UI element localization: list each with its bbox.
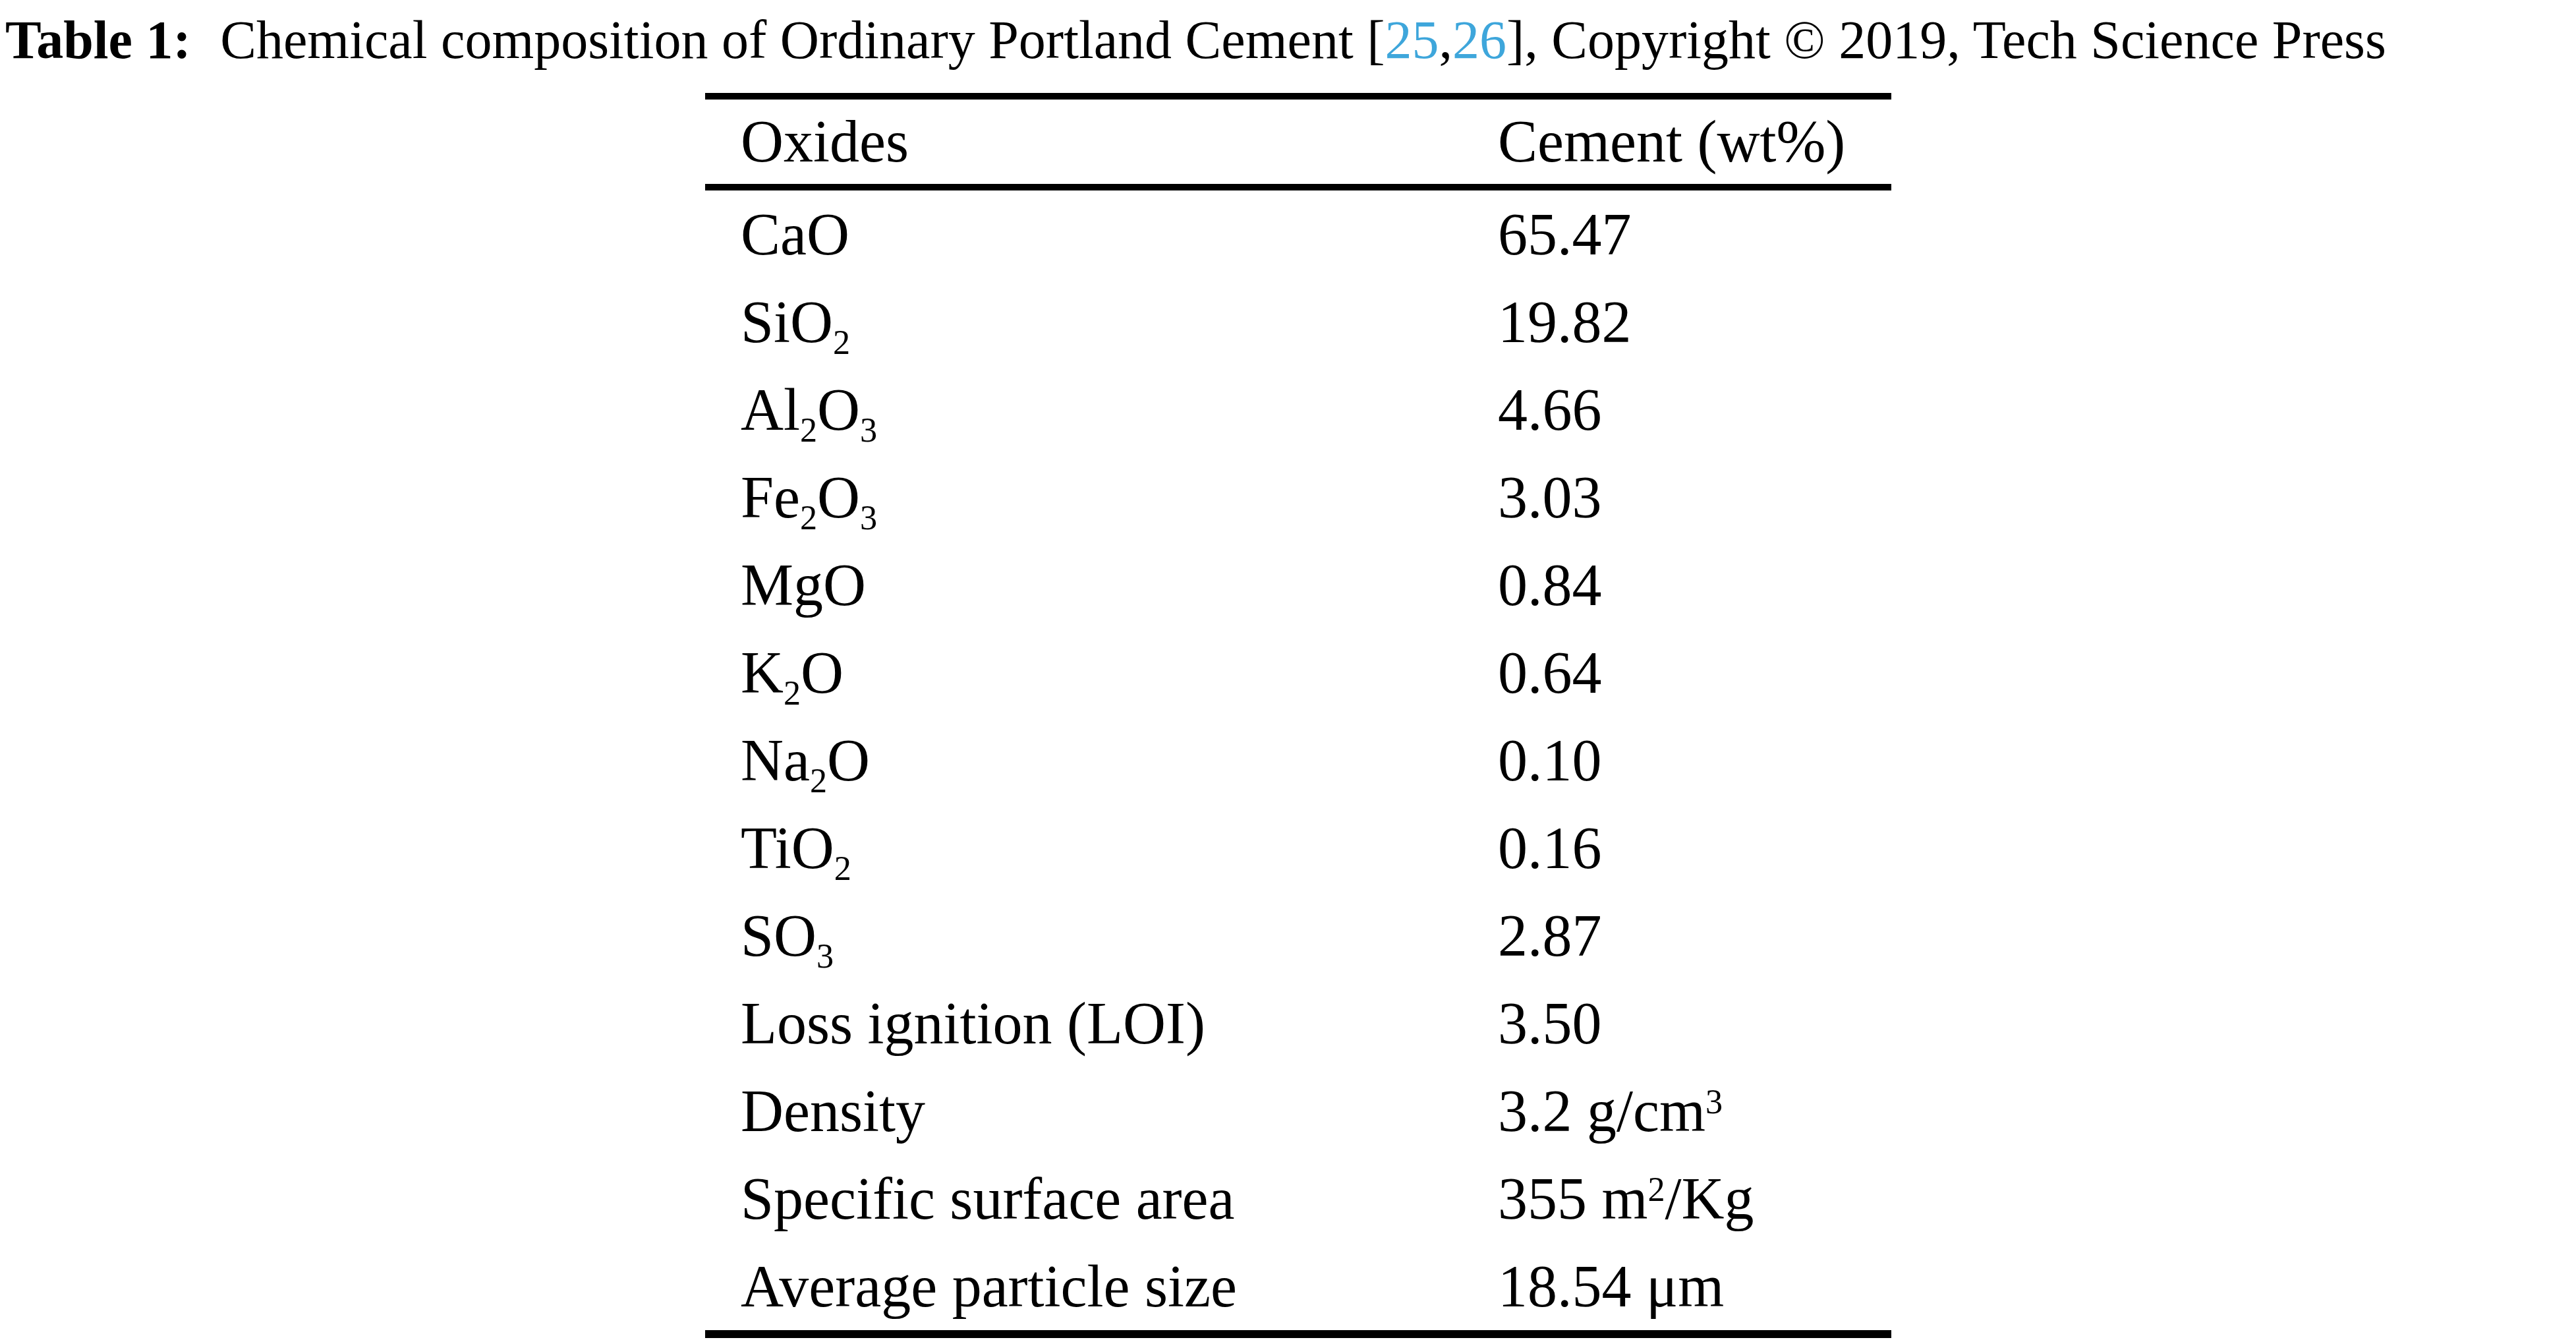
value-cell: 355 m2/Kg (1498, 1155, 1891, 1242)
table-row: Density 3.2 g/cm3 (705, 1067, 1891, 1155)
caption-text: Chemical composition of Ordinary Portlan… (207, 10, 1385, 70)
value-cell: 4.66 (1498, 366, 1891, 453)
subscript: 3 (860, 411, 877, 449)
oxide-text: O (817, 377, 860, 442)
value-cell: 65.47 (1498, 190, 1891, 278)
oxide-text: TiO (741, 815, 834, 881)
oxide-text: MgO (741, 552, 866, 618)
oxide-cell: Loss ignition (LOI) (705, 979, 1498, 1067)
table-body: CaO65.47SiO219.82Al2O34.66Fe2O33.03MgO0.… (705, 190, 1891, 1330)
value-cell: 19.82 (1498, 278, 1891, 366)
value-text: 3.50 (1498, 991, 1602, 1056)
value-text: 0.84 (1498, 552, 1602, 618)
table-row: Average particle size 18.54 μm (705, 1242, 1891, 1330)
oxide-text: K (741, 640, 784, 705)
table-row: MgO 0.84 (705, 541, 1891, 629)
value-cell: 3.03 (1498, 453, 1891, 541)
oxide-cell: Density (705, 1067, 1498, 1155)
table-row: Na2O0.10 (705, 716, 1891, 804)
oxide-text: SO (741, 903, 816, 968)
citation-link-26[interactable]: 26 (1452, 10, 1506, 70)
value-cell: 0.16 (1498, 804, 1891, 892)
superscript: 3 (1705, 1082, 1723, 1121)
value-text: 19.82 (1498, 289, 1632, 355)
oxide-text: Al (741, 377, 800, 442)
value-text: 3.03 (1498, 465, 1602, 530)
oxide-cell: Al2O3 (705, 366, 1498, 453)
oxide-cell: Fe2O3 (705, 453, 1498, 541)
value-text: 2.87 (1498, 903, 1602, 968)
oxide-cell: K2O (705, 629, 1498, 716)
oxide-text: Na (741, 728, 810, 793)
value-text: 0.64 (1498, 640, 1602, 705)
value-cell: 2.87 (1498, 892, 1891, 979)
citation-link-25[interactable]: 25 (1385, 10, 1439, 70)
value-cell: 0.84 (1498, 541, 1891, 629)
value-text: /Kg (1665, 1166, 1754, 1231)
composition-table: Oxides Cement (wt%) CaO65.47SiO219.82Al2… (705, 93, 1891, 1338)
value-cell: 0.64 (1498, 629, 1891, 716)
oxide-text: O (817, 465, 860, 530)
oxide-cell: CaO (705, 190, 1498, 278)
caption-label: Table 1: (5, 10, 191, 70)
oxide-cell: Average particle size (705, 1242, 1498, 1330)
subscript: 3 (860, 498, 877, 537)
caption-text: , (1439, 10, 1452, 70)
oxide-text: SiO (741, 289, 833, 355)
oxide-text: CaO (741, 202, 849, 267)
table-row: Specific surface area 355 m2/Kg (705, 1155, 1891, 1242)
oxide-text: Density (741, 1078, 925, 1144)
table-header-row: Oxides Cement (wt%) (705, 100, 1891, 190)
subscript: 3 (816, 937, 834, 975)
value-cell: 18.54 μm (1498, 1242, 1891, 1330)
subscript: 2 (810, 761, 827, 800)
oxide-text: Average particle size (741, 1254, 1237, 1319)
value-cell: 0.10 (1498, 716, 1891, 804)
oxide-text: Specific surface area (741, 1166, 1235, 1231)
oxide-cell: Specific surface area (705, 1155, 1498, 1242)
oxide-text: O (827, 728, 870, 793)
oxide-cell: MgO (705, 541, 1498, 629)
superscript: 2 (1648, 1170, 1665, 1208)
header-oxides: Oxides (705, 100, 1498, 184)
subscript: 2 (800, 411, 817, 449)
oxide-cell: Na2O (705, 716, 1498, 804)
table-row: SiO219.82 (705, 278, 1891, 366)
subscript: 2 (800, 498, 817, 537)
table-row: SO32.87 (705, 892, 1891, 979)
table-row: K2O0.64 (705, 629, 1891, 716)
table-row: CaO 65.47 (705, 190, 1891, 278)
value-text: 18.54 μm (1498, 1254, 1724, 1319)
subscript: 2 (833, 323, 850, 361)
header-cement-wt: Cement (wt%) (1498, 100, 1891, 184)
oxide-cell: TiO2 (705, 804, 1498, 892)
value-cell: 3.50 (1498, 979, 1891, 1067)
value-text: 355 m (1498, 1166, 1648, 1231)
oxide-text: Loss ignition (LOI) (741, 991, 1205, 1056)
oxide-text: O (801, 640, 844, 705)
oxide-cell: SO3 (705, 892, 1498, 979)
caption-text: ], Copyright © 2019, Tech Science Press (1506, 10, 2386, 70)
subscript: 2 (834, 849, 851, 887)
table-row: TiO20.16 (705, 804, 1891, 892)
oxide-text: Fe (741, 465, 800, 530)
table-row: Al2O34.66 (705, 366, 1891, 453)
oxide-cell: SiO2 (705, 278, 1498, 366)
subscript: 2 (784, 674, 801, 712)
value-text: 4.66 (1498, 377, 1602, 442)
value-text: 3.2 g/cm (1498, 1078, 1705, 1144)
value-cell: 3.2 g/cm3 (1498, 1067, 1891, 1155)
table-caption: Table 1: Chemical composition of Ordinar… (5, 8, 2574, 73)
table-row: Fe2O33.03 (705, 453, 1891, 541)
table-row: Loss ignition (LOI) 3.50 (705, 979, 1891, 1067)
value-text: 65.47 (1498, 202, 1632, 267)
value-text: 0.10 (1498, 728, 1602, 793)
value-text: 0.16 (1498, 815, 1602, 881)
